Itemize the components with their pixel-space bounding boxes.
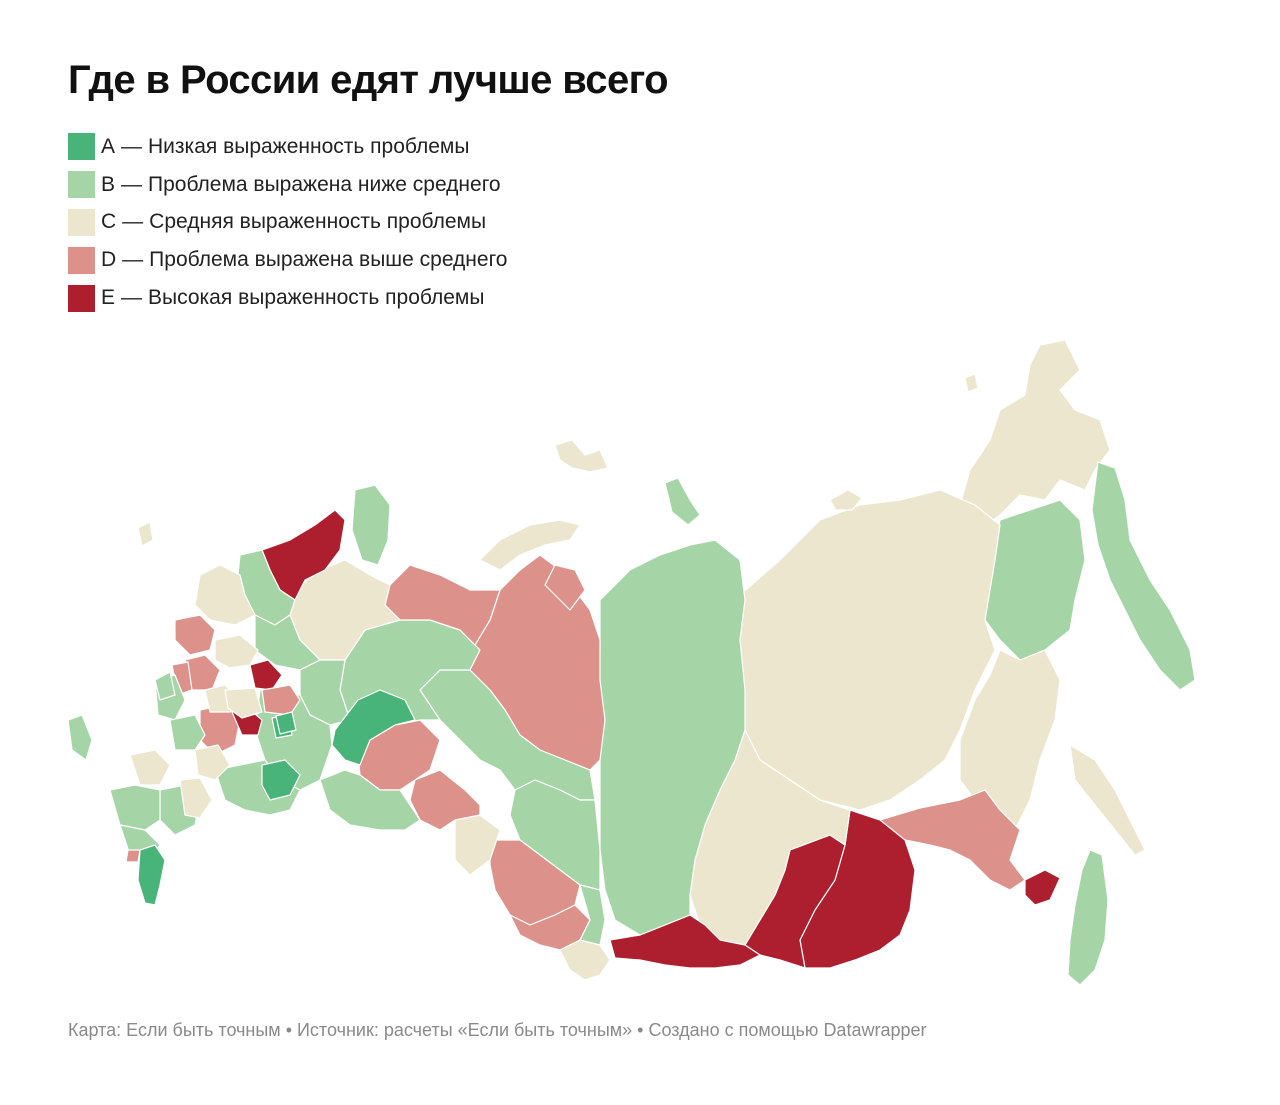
russia-choropleth-map — [0, 330, 1280, 1010]
region-tatarstan — [275, 711, 297, 735]
legend-separator: — — [121, 134, 143, 158]
legend-swatch-b — [68, 171, 95, 199]
legend: A — Низкая выраженность проблемы B — Про… — [68, 128, 507, 317]
legend-label-c: Средняя выраженность проблемы — [149, 210, 487, 234]
region-tver — [174, 614, 216, 656]
region-magadan — [984, 499, 1086, 661]
region-north-caucasus — [125, 849, 141, 863]
region-bolshevik-island — [829, 489, 863, 511]
legend-swatch-e — [68, 284, 95, 312]
region-volgograd — [179, 777, 213, 819]
legend-separator: — — [122, 248, 144, 272]
region-samara — [261, 684, 301, 716]
region-okhotsk-coast — [1069, 744, 1146, 856]
region-kamchatka — [1091, 461, 1196, 691]
region-gydan-yamal-peninsula — [544, 564, 586, 611]
legend-item-b: B — Проблема выражена ниже среднего — [68, 166, 507, 204]
region-kursk — [169, 714, 206, 751]
region-kaliningrad — [154, 671, 176, 701]
region-severnaya-zemlya — [664, 477, 701, 526]
region-amur — [879, 789, 1026, 891]
region-crimea — [137, 521, 154, 547]
region-kaluga — [214, 634, 259, 669]
legend-label-a: Низкая выраженность проблемы — [148, 134, 470, 158]
region-sakhalin — [1067, 849, 1109, 986]
region-voronezh — [194, 744, 231, 781]
region-novaya-zemlya — [479, 519, 581, 571]
region-rostov — [109, 784, 161, 831]
region-chukotka — [959, 339, 1111, 531]
region-white-sea-area — [351, 484, 391, 566]
region-arctic-islands — [554, 439, 609, 473]
legend-code-b: B — [101, 172, 116, 196]
legend-item-a: A — Низкая выраженность проблемы — [68, 128, 507, 166]
legend-separator: — — [121, 286, 143, 310]
map-svg — [67, 339, 1196, 986]
legend-separator: — — [121, 172, 143, 196]
map-title: Где в России едят лучше всего — [68, 58, 669, 102]
region-bashkortostan — [331, 689, 416, 766]
region-orenburg — [319, 769, 421, 831]
region-sverdlovsk — [409, 769, 481, 831]
legend-label-b: Проблема выражена ниже среднего — [148, 172, 501, 196]
region-belgorod — [129, 749, 171, 786]
legend-code-d: D — [101, 248, 117, 272]
legend-label-d: Проблема выражена выше среднего — [149, 248, 508, 272]
legend-item-e: E — Высокая выраженность проблемы — [68, 279, 507, 317]
region-penza — [261, 759, 301, 801]
region-altai-republic — [559, 939, 611, 981]
legend-item-d: D — Проблема выражена выше среднего — [68, 241, 507, 279]
region-dagestan — [137, 844, 166, 906]
region-wrangel-island — [964, 373, 979, 393]
legend-code-e: E — [101, 286, 116, 310]
legend-code-a: A — [101, 134, 116, 158]
region-saratov — [214, 759, 301, 816]
region-kemerovo — [579, 884, 606, 946]
legend-swatch-a — [68, 133, 95, 161]
legend-separator: — — [122, 210, 144, 234]
map-credits: Карта: Если быть точным • Источник: расч… — [68, 1020, 927, 1040]
region-primorye — [1024, 869, 1061, 906]
legend-code-c: C — [101, 210, 117, 234]
region-krasnodar — [67, 714, 93, 761]
legend-swatch-d — [68, 246, 95, 274]
legend-swatch-c — [68, 208, 95, 236]
legend-item-c: C — Средняя выраженность проблемы — [68, 204, 507, 242]
region-nizhny-novgorod — [224, 687, 263, 719]
region-krasnoyarsk — [597, 539, 746, 936]
legend-label-e: Высокая выраженность проблемы — [148, 286, 485, 310]
region-yaroslavl — [249, 659, 283, 691]
